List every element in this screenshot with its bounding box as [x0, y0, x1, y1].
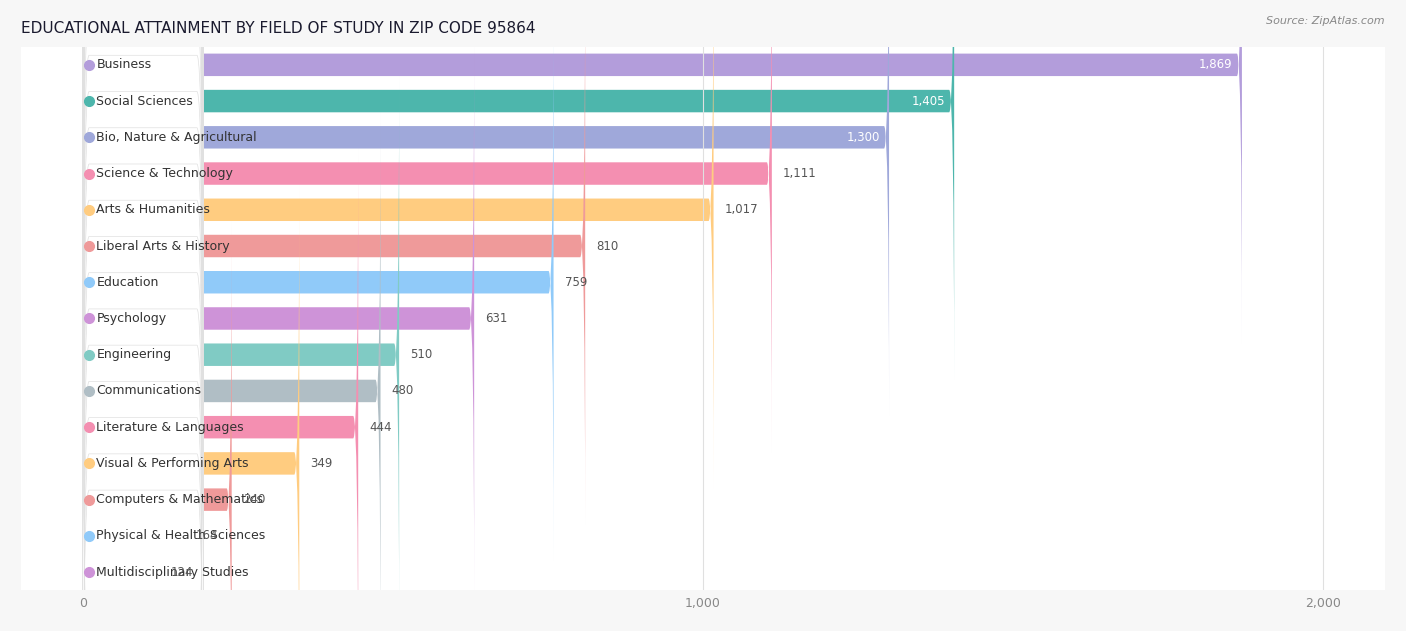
Text: Literature & Languages: Literature & Languages — [97, 421, 245, 433]
FancyBboxPatch shape — [21, 83, 1385, 119]
FancyBboxPatch shape — [83, 40, 474, 597]
FancyBboxPatch shape — [83, 0, 1241, 343]
Text: Science & Technology: Science & Technology — [97, 167, 233, 180]
FancyBboxPatch shape — [83, 74, 202, 631]
Text: Multidisciplinary Studies: Multidisciplinary Studies — [97, 565, 249, 579]
FancyBboxPatch shape — [83, 292, 202, 631]
FancyBboxPatch shape — [83, 0, 202, 381]
FancyBboxPatch shape — [83, 0, 585, 524]
FancyBboxPatch shape — [21, 300, 1385, 336]
FancyBboxPatch shape — [83, 4, 554, 561]
FancyBboxPatch shape — [83, 110, 202, 631]
FancyBboxPatch shape — [83, 221, 232, 631]
Text: 1,111: 1,111 — [783, 167, 817, 180]
Text: Visual & Performing Arts: Visual & Performing Arts — [97, 457, 249, 470]
FancyBboxPatch shape — [83, 38, 202, 599]
Text: Arts & Humanities: Arts & Humanities — [97, 203, 211, 216]
FancyBboxPatch shape — [83, 2, 202, 563]
FancyBboxPatch shape — [21, 336, 1385, 373]
Text: 510: 510 — [411, 348, 433, 361]
Text: Social Sciences: Social Sciences — [97, 95, 193, 107]
FancyBboxPatch shape — [83, 220, 202, 631]
FancyBboxPatch shape — [83, 183, 202, 631]
FancyBboxPatch shape — [21, 47, 1385, 83]
Text: Education: Education — [97, 276, 159, 289]
Text: Bio, Nature & Agricultural: Bio, Nature & Agricultural — [97, 131, 257, 144]
FancyBboxPatch shape — [83, 76, 399, 631]
FancyBboxPatch shape — [83, 293, 160, 631]
FancyBboxPatch shape — [21, 264, 1385, 300]
FancyBboxPatch shape — [21, 518, 1385, 554]
FancyBboxPatch shape — [83, 0, 202, 526]
Text: 240: 240 — [243, 493, 266, 506]
FancyBboxPatch shape — [83, 0, 202, 345]
FancyBboxPatch shape — [83, 0, 202, 454]
FancyBboxPatch shape — [83, 185, 299, 631]
FancyBboxPatch shape — [83, 148, 359, 631]
FancyBboxPatch shape — [83, 0, 955, 380]
Text: 631: 631 — [485, 312, 508, 325]
Text: Engineering: Engineering — [97, 348, 172, 361]
FancyBboxPatch shape — [21, 373, 1385, 409]
FancyBboxPatch shape — [83, 0, 772, 452]
Text: Computers & Mathematics: Computers & Mathematics — [97, 493, 263, 506]
FancyBboxPatch shape — [21, 554, 1385, 590]
FancyBboxPatch shape — [83, 0, 713, 488]
FancyBboxPatch shape — [83, 147, 202, 631]
Text: 124: 124 — [172, 565, 194, 579]
Text: 1,869: 1,869 — [1199, 58, 1233, 71]
FancyBboxPatch shape — [21, 481, 1385, 518]
FancyBboxPatch shape — [21, 155, 1385, 192]
FancyBboxPatch shape — [21, 228, 1385, 264]
FancyBboxPatch shape — [83, 256, 202, 631]
FancyBboxPatch shape — [83, 0, 202, 490]
Text: 444: 444 — [370, 421, 392, 433]
Text: EDUCATIONAL ATTAINMENT BY FIELD OF STUDY IN ZIP CODE 95864: EDUCATIONAL ATTAINMENT BY FIELD OF STUDY… — [21, 21, 536, 36]
Text: 1,017: 1,017 — [724, 203, 758, 216]
Text: Source: ZipAtlas.com: Source: ZipAtlas.com — [1267, 16, 1385, 26]
Text: Liberal Arts & History: Liberal Arts & History — [97, 240, 231, 252]
Text: 480: 480 — [392, 384, 413, 398]
FancyBboxPatch shape — [83, 0, 202, 418]
FancyBboxPatch shape — [21, 445, 1385, 481]
FancyBboxPatch shape — [21, 192, 1385, 228]
FancyBboxPatch shape — [83, 257, 184, 631]
Text: Business: Business — [97, 58, 152, 71]
Text: 164: 164 — [195, 529, 218, 543]
FancyBboxPatch shape — [83, 0, 889, 416]
Text: 349: 349 — [311, 457, 333, 470]
Text: 810: 810 — [596, 240, 619, 252]
Text: 759: 759 — [565, 276, 588, 289]
Text: 1,300: 1,300 — [846, 131, 880, 144]
FancyBboxPatch shape — [83, 112, 381, 631]
FancyBboxPatch shape — [21, 119, 1385, 155]
Text: Psychology: Psychology — [97, 312, 167, 325]
Text: 1,405: 1,405 — [911, 95, 945, 107]
Text: Physical & Health Sciences: Physical & Health Sciences — [97, 529, 266, 543]
Text: Communications: Communications — [97, 384, 201, 398]
FancyBboxPatch shape — [21, 409, 1385, 445]
